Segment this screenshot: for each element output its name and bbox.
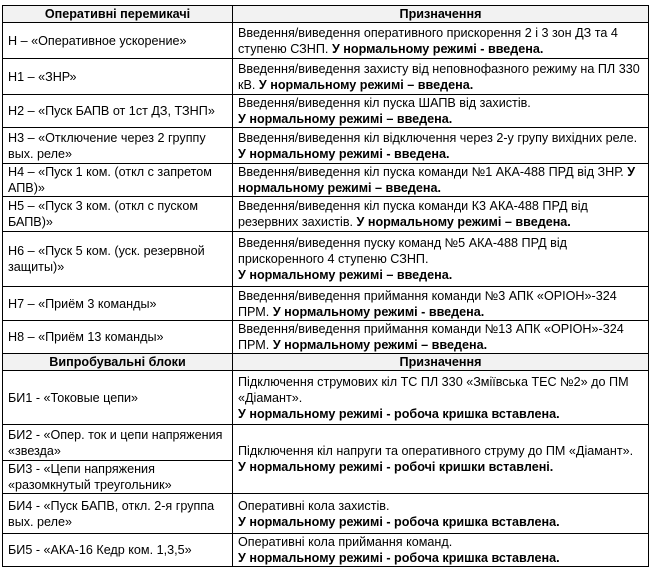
purpose-cell: Підключення струмових кіл ТС ПЛ 330 «Змі… — [232, 370, 649, 425]
switch-name: Н7 – «Приём 3 команды» — [2, 286, 233, 321]
purpose: Підключення кіл напруги та оперативного … — [238, 444, 634, 458]
switch-name: Н3 – «Отключение через 2 группу вых. рел… — [2, 127, 233, 164]
header-cell: Призначення — [232, 5, 649, 23]
block-name: БИ4 - «Пуск БАПВ, откл. 2-я группа вых. … — [2, 493, 233, 534]
header-cell: Призначення — [232, 353, 649, 371]
header-cell: Оперативні перемикачі — [2, 5, 233, 23]
purpose-bold: У нормальному режимі - робоча кришка вст… — [238, 406, 560, 421]
purpose-bold: У нормальному режимі – введена. — [238, 165, 636, 195]
purpose-cell: Введення/виведення кіл пуска команди К3 … — [232, 196, 649, 232]
block-name: БИ5 - «АКА-16 Кедр ком. 1,3,5» — [2, 533, 233, 567]
header-row: Випробувальні блоки Призначення — [2, 353, 649, 371]
purpose: Підключення струмових кіл ТС ПЛ 330 «Змі… — [238, 374, 629, 405]
purpose-bold: У нормальному режимі – введена. — [258, 77, 474, 92]
purpose-bold: У нормальному режимі - введена. — [272, 304, 485, 319]
block-name: БИ1 - «Токовые цепи» — [2, 370, 233, 425]
header-row: Оперативні перемикачі Призначення — [2, 5, 649, 23]
purpose-cell: Введення/виведення кіл відключення через… — [232, 127, 649, 164]
purpose: Введення/виведення захисту від неповнофа… — [238, 61, 640, 92]
switch-name: Н8 – «Приём 13 команды» — [2, 320, 233, 354]
purpose-cell: Введення/виведення кіл пуска ШАПВ від за… — [232, 94, 649, 128]
purpose-cell: Підключення кіл напруги та оперативного … — [232, 424, 649, 494]
switch-name: Н1 – «ЗНР» — [2, 58, 233, 95]
purpose-cell: Введення/виведення приймання команди №3 … — [232, 286, 649, 321]
purpose: Введення/виведення пуску команд №5 АКА-4… — [238, 236, 568, 266]
purpose-bold: У нормальному режимі – введена. — [356, 215, 571, 229]
purpose-bold: У нормальному режимі – введена. — [272, 338, 488, 352]
purpose: Оперативні кола захистів. — [238, 498, 390, 513]
purpose-cell: Оперативні кола приймання команд. У норма… — [232, 533, 649, 567]
header-cell: Випробувальні блоки — [2, 353, 233, 371]
purpose-bold: У нормальному режимі - робоча кришка вст… — [238, 551, 560, 565]
switch-name: Н2 – «Пуск БАПВ от 1ст ДЗ, ТЗНП» — [2, 94, 233, 128]
switch-name: Н6 – «Пуск 5 ком. (уск. резервной защиты… — [2, 231, 233, 287]
purpose-bold: У нормальному режимі - робочі кришки вст… — [238, 460, 554, 474]
document-table: Оперативні перемикачі Призначення Н – «О… — [2, 5, 649, 567]
purpose-cell: Введення/виведення кіл пуска команди №1 … — [232, 163, 649, 197]
purpose-bold: У нормальному режимі - введена. — [238, 146, 450, 161]
purpose-cell: Введення/виведення пуску команд №5 АКА-4… — [232, 231, 649, 287]
purpose-bold: У нормальному режимі - робоча кришка вст… — [238, 514, 560, 529]
switch-name: Н5 – «Пуск 3 ком. (откл с пуском БАПВ)» — [2, 196, 233, 232]
purpose: Введення/виведення приймання команди №3 … — [238, 288, 617, 319]
purpose-cell: Введення/виведення захисту від неповнофа… — [232, 58, 649, 95]
block-name: БИ3 - «Цепи напряжения «разомкнутый треу… — [2, 460, 233, 494]
switch-name: Н – «Оперативное ускорение» — [2, 22, 233, 59]
purpose: Введення/виведення кіл пуска команди №1 … — [238, 165, 624, 179]
purpose: Введення/виведення кіл пуска ШАПВ від за… — [238, 96, 531, 110]
purpose-bold: У нормальному режимі – введена. — [238, 268, 453, 282]
purpose: Введення/виведення кіл пуска команди К3 … — [238, 199, 588, 229]
purpose-cell: Оперативні кола захистів. У нормальному р… — [232, 493, 649, 534]
purpose: Введення/виведення приймання команди №13… — [238, 322, 624, 352]
purpose: Введення/виведення кіл відключення через… — [238, 130, 638, 145]
purpose: Оперативні кола приймання команд. — [238, 535, 453, 549]
purpose-bold: У нормальному режимі – введена. — [238, 112, 453, 126]
block-name: БИ2 - «Опер. ток и цепи напряжения «звез… — [2, 424, 233, 461]
purpose: Введення/виведення оперативного прискоре… — [238, 25, 618, 56]
purpose-bold: У нормальному режимі - введена. — [331, 41, 544, 56]
switch-name: Н4 – «Пуск 1 ком. (откл с запретом АПВ)» — [2, 163, 233, 197]
purpose-cell: Введення/виведення приймання команди №13… — [232, 320, 649, 354]
purpose-cell: Введення/виведення оперативного прискоре… — [232, 22, 649, 59]
